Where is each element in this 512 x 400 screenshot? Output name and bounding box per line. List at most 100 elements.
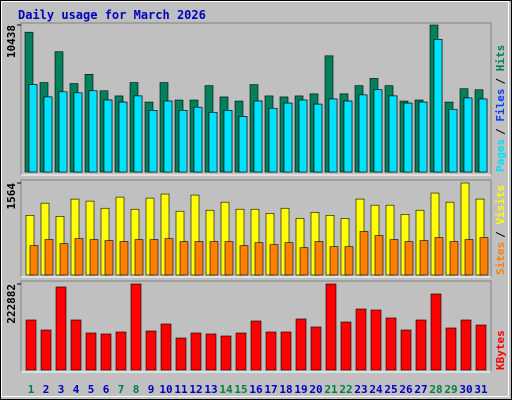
- bar: [164, 238, 174, 276]
- bar: [43, 96, 53, 173]
- bar: [283, 102, 293, 173]
- bar: [299, 247, 309, 276]
- x-tick-label: 12: [189, 383, 202, 396]
- bar: [269, 244, 279, 276]
- chart-title: Daily usage for March 2026: [18, 8, 206, 22]
- bar: [475, 324, 487, 371]
- bar: [358, 94, 368, 173]
- x-tick-label: 15: [234, 383, 247, 396]
- x-tick-label: 14: [219, 383, 233, 396]
- legend-entry: Pages: [494, 139, 507, 172]
- bar: [385, 317, 397, 371]
- bar: [28, 84, 38, 173]
- bar: [148, 110, 158, 173]
- bar: [29, 245, 39, 276]
- bar: [134, 239, 144, 276]
- bar: [205, 333, 217, 371]
- x-tick-label: 29: [444, 383, 457, 396]
- bar: [325, 283, 337, 371]
- x-tick-label: 6: [103, 383, 110, 396]
- bar: [449, 241, 459, 276]
- x-tick-label: 26: [399, 383, 413, 396]
- bar: [223, 110, 233, 173]
- bar: [73, 92, 83, 173]
- x-tick-label: 31: [474, 383, 488, 396]
- bar: [373, 89, 383, 173]
- bar: [403, 102, 413, 173]
- x-tick-label: 1: [28, 383, 35, 396]
- bar: [103, 99, 113, 173]
- legend-separator: /: [494, 78, 507, 85]
- bar: [479, 237, 489, 276]
- legend-entry: KBytes: [494, 330, 507, 370]
- x-tick-label: 18: [279, 383, 292, 396]
- x-tick-label: 7: [118, 383, 125, 396]
- legend: Pages / Files / Hits: [494, 45, 507, 172]
- bar: [40, 329, 52, 371]
- x-tick-label: 28: [429, 383, 442, 396]
- legend-entry: Hits: [494, 45, 507, 72]
- bar: [328, 98, 338, 173]
- bar: [478, 98, 488, 173]
- bar: [463, 97, 473, 173]
- legend-entry: Files: [494, 89, 507, 122]
- bar: [55, 286, 67, 371]
- bar: [149, 239, 159, 276]
- bar: [58, 91, 68, 173]
- x-tick-label: 27: [414, 383, 427, 396]
- bar: [388, 95, 398, 173]
- bar: [118, 101, 128, 173]
- bar: [70, 319, 82, 371]
- bar: [193, 106, 203, 173]
- x-tick-label: 25: [384, 383, 397, 396]
- bar: [404, 241, 414, 276]
- legend-entry: Sites: [494, 242, 507, 275]
- bar: [434, 237, 444, 276]
- bar: [400, 329, 412, 371]
- bar: [145, 330, 157, 371]
- bar: [253, 100, 263, 173]
- x-tick-label: 13: [204, 383, 217, 396]
- bar: [115, 331, 127, 371]
- bar: [44, 239, 54, 276]
- x-tick-label: 9: [148, 383, 155, 396]
- y-tick-label: 222882: [5, 284, 18, 324]
- x-tick-label: 11: [174, 383, 188, 396]
- bar: [25, 319, 37, 371]
- bar: [179, 241, 189, 276]
- bar: [178, 110, 188, 173]
- bar: [254, 242, 264, 276]
- bar: [374, 235, 384, 276]
- bar: [133, 95, 143, 173]
- bar: [59, 243, 69, 276]
- legend-separator: /: [494, 128, 507, 135]
- bar: [329, 246, 339, 276]
- bar: [310, 326, 322, 371]
- bar: [448, 108, 458, 173]
- bar: [224, 241, 234, 276]
- bar: [239, 245, 249, 276]
- bar: [355, 308, 367, 371]
- x-tick-label: 19: [294, 383, 307, 396]
- legend: Sites / Visits: [494, 185, 507, 275]
- bar: [460, 319, 472, 371]
- x-tick-label: 23: [354, 383, 367, 396]
- bar: [340, 321, 352, 371]
- bar: [163, 100, 173, 173]
- bar: [208, 112, 218, 173]
- bar: [370, 309, 382, 371]
- bar: [85, 332, 97, 371]
- bar: [235, 332, 247, 371]
- bar: [209, 241, 219, 276]
- bar: [298, 99, 308, 173]
- bar: [344, 246, 354, 276]
- bar: [343, 100, 353, 173]
- bar: [418, 101, 428, 173]
- y-tick-label: 10438: [5, 25, 18, 58]
- bar: [74, 238, 84, 276]
- bar: [430, 293, 442, 371]
